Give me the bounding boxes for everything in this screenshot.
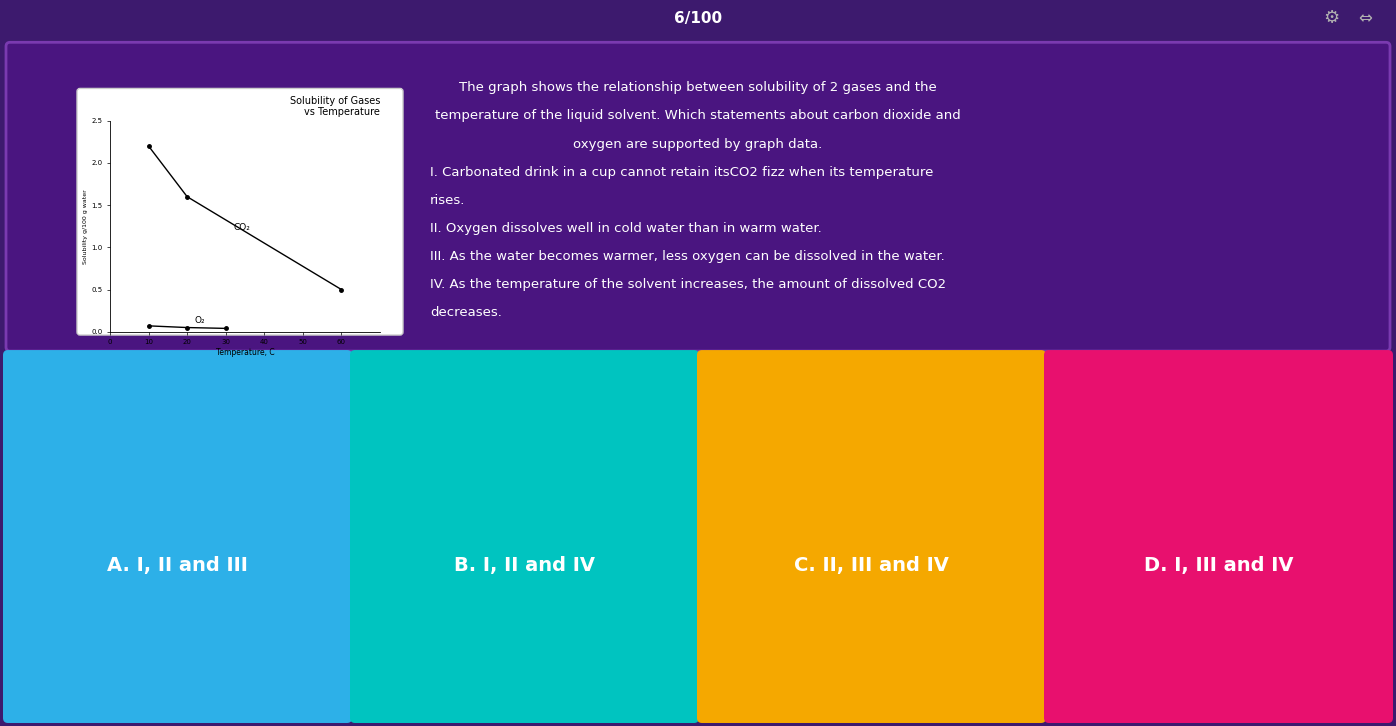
- X-axis label: Temperature, C: Temperature, C: [216, 348, 274, 357]
- Text: A. I, II and III: A. I, II and III: [107, 556, 248, 575]
- Text: III. As the water becomes warmer, less oxygen can be dissolved in the water.: III. As the water becomes warmer, less o…: [430, 250, 945, 263]
- FancyBboxPatch shape: [1044, 350, 1393, 723]
- FancyBboxPatch shape: [350, 350, 699, 723]
- FancyBboxPatch shape: [77, 89, 403, 335]
- Y-axis label: Solubility g/100 g water: Solubility g/100 g water: [84, 189, 88, 264]
- Text: O₂: O₂: [195, 317, 205, 325]
- FancyBboxPatch shape: [3, 350, 352, 723]
- FancyBboxPatch shape: [697, 350, 1046, 723]
- Text: 6/100: 6/100: [674, 11, 722, 25]
- Text: ⇔: ⇔: [1358, 9, 1372, 27]
- Text: rises.: rises.: [430, 194, 465, 207]
- Text: D. I, III and IV: D. I, III and IV: [1143, 556, 1293, 575]
- FancyBboxPatch shape: [6, 42, 1390, 351]
- Text: temperature of the liquid solvent. Which statements about carbon dioxide and: temperature of the liquid solvent. Which…: [436, 110, 960, 123]
- Text: IV. As the temperature of the solvent increases, the amount of dissolved CO2: IV. As the temperature of the solvent in…: [430, 278, 946, 291]
- Text: decreases.: decreases.: [430, 306, 503, 319]
- Text: B. I, II and IV: B. I, II and IV: [454, 556, 595, 575]
- Text: oxygen are supported by graph data.: oxygen are supported by graph data.: [574, 137, 822, 150]
- Text: C. II, III and IV: C. II, III and IV: [794, 556, 949, 575]
- Text: CO₂: CO₂: [233, 224, 250, 232]
- Text: I. Carbonated drink in a cup cannot retain itsCO2 fizz when its temperature: I. Carbonated drink in a cup cannot reta…: [430, 166, 934, 179]
- Text: ⚙: ⚙: [1323, 9, 1340, 27]
- Text: II. Oxygen dissolves well in cold water than in warm water.: II. Oxygen dissolves well in cold water …: [430, 221, 822, 234]
- Text: The graph shows the relationship between solubility of 2 gases and the: The graph shows the relationship between…: [459, 81, 937, 94]
- Text: Solubility of Gases
vs Temperature: Solubility of Gases vs Temperature: [289, 96, 380, 117]
